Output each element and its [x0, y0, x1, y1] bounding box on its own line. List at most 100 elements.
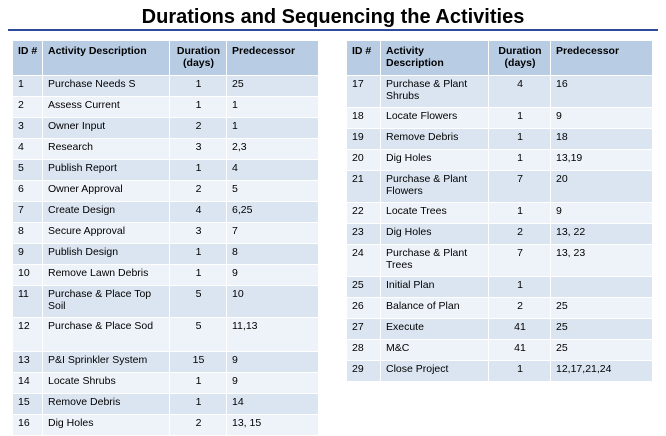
cell-description: Publish Design: [42, 243, 170, 265]
table-row: 4 Research 3 2,3: [12, 138, 319, 160]
cell-duration: 4: [488, 75, 551, 108]
cell-description: Purchase & Plant Flowers: [380, 170, 489, 203]
cell-predecessor: 4: [226, 159, 319, 181]
cell-id: 25: [346, 276, 381, 298]
table-row: 15 Remove Debris 1 14: [12, 393, 319, 415]
cell-description: Purchase Needs S: [42, 75, 170, 97]
header-description: Activity Description: [380, 40, 489, 76]
cell-predecessor: 1: [226, 117, 319, 139]
table-row: 25 Initial Plan 1: [346, 276, 653, 298]
cell-description: Remove Debris: [42, 393, 170, 415]
cell-predecessor: 11,13: [226, 317, 319, 352]
cell-description: Execute: [380, 318, 489, 340]
cell-predecessor: 9: [226, 351, 319, 373]
cell-predecessor: [550, 276, 653, 298]
cell-id: 18: [346, 107, 381, 129]
cell-predecessor: 13, 23: [550, 244, 653, 277]
header-predecessor: Predecessor: [550, 40, 653, 76]
cell-id: 3: [12, 117, 43, 139]
cell-description: Locate Shrubs: [42, 372, 170, 394]
cell-predecessor: 25: [550, 297, 653, 319]
cell-duration: 3: [169, 138, 227, 160]
table-row: 12 Purchase & Place Sod 5 11,13: [12, 317, 319, 352]
cell-predecessor: 16: [550, 75, 653, 108]
table-row: 21 Purchase & Plant Flowers 7 20: [346, 170, 653, 203]
cell-id: 27: [346, 318, 381, 340]
cell-predecessor: 8: [226, 243, 319, 265]
table-header-row: ID # Activity Description Duration (days…: [12, 40, 319, 76]
cell-id: 10: [12, 264, 43, 286]
cell-id: 19: [346, 128, 381, 150]
cell-id: 16: [12, 414, 43, 436]
cell-description: Close Project: [380, 360, 489, 382]
cell-predecessor: 9: [226, 372, 319, 394]
cell-description: Dig Holes: [380, 149, 489, 171]
table-row: 24 Purchase & Plant Trees 7 13, 23: [346, 244, 653, 277]
cell-predecessor: 20: [550, 170, 653, 203]
cell-description: Purchase & Plant Trees: [380, 244, 489, 277]
cell-description: Owner Input: [42, 117, 170, 139]
header-id: ID #: [346, 40, 381, 76]
cell-predecessor: 1: [226, 96, 319, 118]
activities-table-left: ID # Activity Description Duration (days…: [12, 40, 319, 436]
cell-predecessor: 5: [226, 180, 319, 202]
header-predecessor: Predecessor: [226, 40, 319, 76]
cell-id: 1: [12, 75, 43, 97]
cell-description: Purchase & Place Top Soil: [42, 285, 170, 318]
cell-predecessor: 18: [550, 128, 653, 150]
cell-predecessor: 13, 15: [226, 414, 319, 436]
table-row: 5 Publish Report 1 4: [12, 159, 319, 181]
cell-duration: 1: [488, 128, 551, 150]
cell-duration: 1: [169, 96, 227, 118]
cell-id: 6: [12, 180, 43, 202]
cell-duration: 1: [169, 393, 227, 415]
cell-duration: 7: [488, 244, 551, 277]
cell-duration: 1: [488, 360, 551, 382]
cell-duration: 41: [488, 318, 551, 340]
cell-duration: 1: [169, 243, 227, 265]
header-duration: Duration (days): [169, 40, 227, 76]
cell-description: P&I Sprinkler System: [42, 351, 170, 373]
cell-id: 26: [346, 297, 381, 319]
header-description: Activity Description: [42, 40, 170, 76]
table-row: 1 Purchase Needs S 1 25: [12, 75, 319, 97]
cell-duration: 7: [488, 170, 551, 203]
table-row: 18 Locate Flowers 1 9: [346, 107, 653, 129]
cell-id: 9: [12, 243, 43, 265]
page-title: Durations and Sequencing the Activities: [141, 6, 525, 28]
table-row: 10 Remove Lawn Debris 1 9: [12, 264, 319, 286]
header-id: ID #: [12, 40, 43, 76]
cell-duration: 2: [169, 117, 227, 139]
cell-duration: 5: [169, 285, 227, 318]
cell-description: Locate Trees: [380, 202, 489, 224]
cell-id: 2: [12, 96, 43, 118]
cell-description: Locate Flowers: [380, 107, 489, 129]
cell-duration: 4: [169, 201, 227, 223]
cell-duration: 1: [488, 276, 551, 298]
cell-duration: 1: [169, 264, 227, 286]
table-row: 9 Publish Design 1 8: [12, 243, 319, 265]
cell-description: Remove Lawn Debris: [42, 264, 170, 286]
cell-description: Owner Approval: [42, 180, 170, 202]
title-divider: [8, 29, 658, 31]
table-row: 16 Dig Holes 2 13, 15: [12, 414, 319, 436]
cell-id: 17: [346, 75, 381, 108]
cell-predecessor: 6,25: [226, 201, 319, 223]
cell-id: 12: [12, 317, 43, 352]
cell-description: Assess Current: [42, 96, 170, 118]
cell-predecessor: 13, 22: [550, 223, 653, 245]
cell-predecessor: 9: [550, 202, 653, 224]
cell-predecessor: 2,3: [226, 138, 319, 160]
cell-duration: 1: [488, 149, 551, 171]
cell-id: 29: [346, 360, 381, 382]
cell-duration: 1: [169, 159, 227, 181]
activities-table-right: ID # Activity Description Duration (days…: [346, 40, 653, 382]
table-row: 14 Locate Shrubs 1 9: [12, 372, 319, 394]
cell-description: Publish Report: [42, 159, 170, 181]
cell-id: 28: [346, 339, 381, 361]
table-row: 13 P&I Sprinkler System 15 9: [12, 351, 319, 373]
cell-id: 7: [12, 201, 43, 223]
cell-predecessor: 13,19: [550, 149, 653, 171]
cell-duration: 41: [488, 339, 551, 361]
table-row: 3 Owner Input 2 1: [12, 117, 319, 139]
